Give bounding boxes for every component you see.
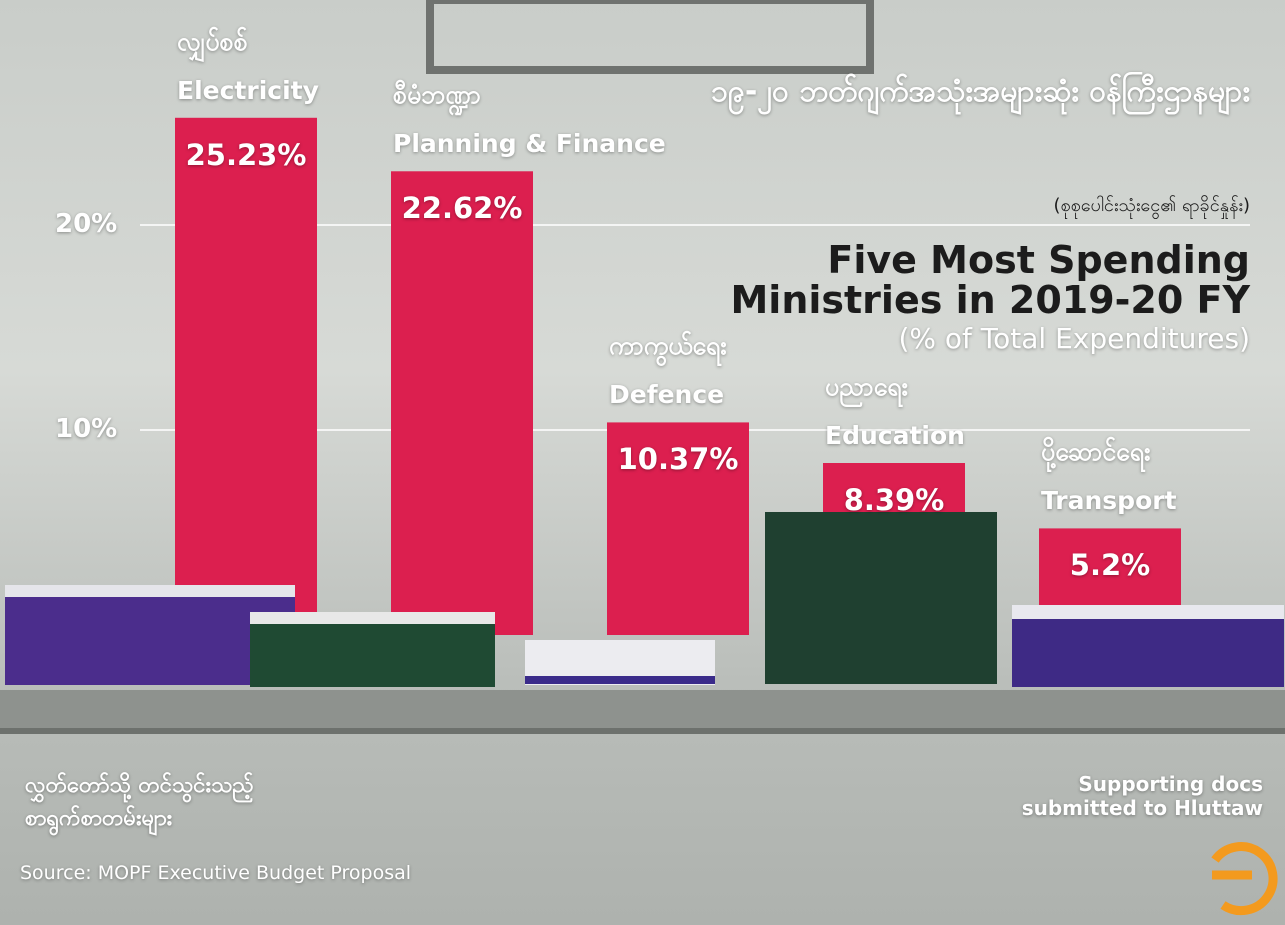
frame-decor (430, 0, 870, 70)
category-label-my: လျှပ်စစ် (177, 26, 248, 63)
category-label: Defence (609, 380, 724, 409)
bar (391, 171, 533, 635)
y-tick-label: 20% (55, 209, 117, 239)
bar (175, 118, 317, 635)
chart-title: Five Most Spending Ministries in 2019-20… (690, 240, 1250, 320)
page: ၁၉-၂၀ ဘတ်ဂျက်အသုံးအများဆုံး ဝန်ကြီးဌာနမျ… (0, 0, 1285, 925)
category-label: Planning & Finance (393, 129, 666, 158)
value-label: 10.37% (607, 442, 749, 476)
value-label: 5.2% (1039, 548, 1181, 582)
docs (765, 512, 997, 684)
category-label: Education (825, 421, 965, 450)
value-label: 8.39% (823, 483, 965, 517)
docs (250, 612, 495, 624)
category-label-my: ပညာရေး (825, 371, 908, 408)
docs (525, 676, 715, 684)
y-tick-label: 10% (55, 414, 117, 444)
source: Source: MOPF Executive Budget Proposal (20, 862, 411, 884)
value-label: 22.62% (391, 191, 533, 225)
chart-subtitle: (% of Total Expenditures) (898, 322, 1250, 355)
docs (1012, 605, 1284, 619)
category-label-my: ကာကွယ်ရေး (609, 330, 727, 367)
docs (5, 585, 295, 597)
photo-caption: Supporting docs submitted to Hluttaw (993, 772, 1263, 820)
logo (1212, 847, 1273, 911)
category-label-my: စီမံဘဏ္ဍာ (393, 79, 481, 116)
docs (250, 615, 495, 687)
photo-caption-my: လွှတ်တော်သို့ တင်သွင်းသည့် စာရွက်စာတမ်းမ… (25, 770, 345, 836)
title-my: ၁၉-၂၀ ဘတ်ဂျက်အသုံးအများဆုံး ဝန်ကြီးဌာနမျ… (690, 62, 1250, 122)
subtitle-my: (စုစုပေါင်းသုံးငွေ၏ ရာခိုင်နှုန်း) (1053, 193, 1250, 220)
value-label: 25.23% (175, 138, 317, 172)
shelf (0, 690, 1285, 730)
category-label-my: ပို့ဆောင်ရေး (1041, 436, 1150, 473)
shelf-edge (0, 728, 1285, 734)
category-label: Transport (1041, 486, 1177, 515)
category-label: Electricity (177, 76, 319, 105)
